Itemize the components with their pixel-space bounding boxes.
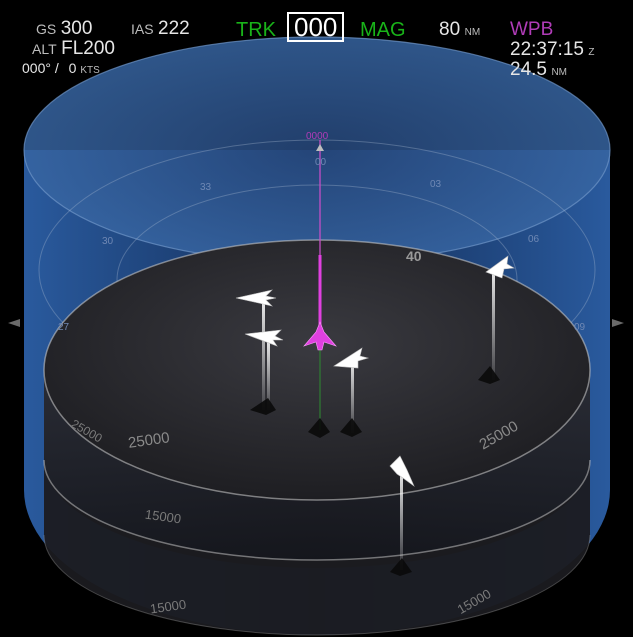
compass-label: 09 <box>574 322 586 333</box>
range-unit: NM <box>464 27 481 38</box>
ias-readout: IAS 222 <box>131 19 190 38</box>
waypoint-distance: 24.5 NM <box>510 60 567 79</box>
traffic-aircraft-icon <box>389 455 415 487</box>
heading-line <box>316 140 324 430</box>
compass-label: 03 <box>430 179 442 190</box>
waypoint-dist-value: 24.5 <box>510 59 547 80</box>
altitude-layer-upper <box>43 239 591 568</box>
alt-value: FL200 <box>61 38 115 59</box>
eta-time: 22:37:15 <box>510 39 584 60</box>
traffic-stalk <box>351 358 354 433</box>
traffic-aircraft-icon <box>244 329 284 347</box>
traffic-shadows <box>250 366 500 576</box>
traffic-stalk <box>267 340 270 410</box>
traffic-stalk <box>492 270 495 380</box>
right-edge-marker <box>612 319 624 327</box>
traffic-aircraft-group <box>235 255 515 487</box>
ias-value: 222 <box>158 18 190 39</box>
wind-sep: / <box>54 60 59 76</box>
eta-zone: Z <box>588 47 595 58</box>
compass-label: 06 <box>528 234 540 245</box>
waypoint-dist-unit: NM <box>551 67 567 78</box>
compass-label: 00 <box>315 157 327 168</box>
gs-value: 300 <box>60 18 93 39</box>
ias-label: IAS <box>131 21 154 37</box>
trk-label: TRK <box>236 19 276 41</box>
traffic-aircraft-icon <box>333 347 370 369</box>
ownship-aircraft-icon <box>303 321 337 351</box>
heading-bug-icon <box>316 144 324 151</box>
heading-bug-label: 0000 <box>306 131 329 142</box>
compass-label: 33 <box>200 182 212 193</box>
range-ring-label: 40 <box>406 248 422 264</box>
altitude-layer-lower <box>43 459 591 636</box>
wind-speed: 0 <box>68 60 77 76</box>
traffic-stalk <box>262 300 265 410</box>
ownship <box>303 321 337 351</box>
gs-label: GS <box>36 21 57 37</box>
compass-label: 30 <box>102 236 114 247</box>
wind-dir: 000° <box>22 60 51 76</box>
waypoint-eta: 22:37:15 Z <box>510 40 595 59</box>
ground-speed-readout: GS 300 <box>36 19 92 38</box>
compass-label: 27 <box>58 322 70 333</box>
altitude-readout: ALT FL200 <box>32 39 115 58</box>
traffic-stalk <box>400 470 403 570</box>
range-readout: 80 NM <box>439 20 480 39</box>
mag-label: MAG <box>360 19 406 41</box>
waypoint-name: WPB <box>510 19 554 40</box>
track-value-box: 000 <box>287 12 345 42</box>
traffic-stalks <box>262 270 495 570</box>
alt-label: ALT <box>32 41 57 57</box>
wind-readout: 000° / 0 KTS <box>22 61 100 76</box>
wind-unit: KTS <box>80 65 100 76</box>
traffic-aircraft-icon <box>485 255 515 279</box>
left-edge-marker <box>8 319 20 327</box>
range-value: 80 <box>439 19 461 40</box>
traffic-aircraft-icon <box>235 289 277 307</box>
